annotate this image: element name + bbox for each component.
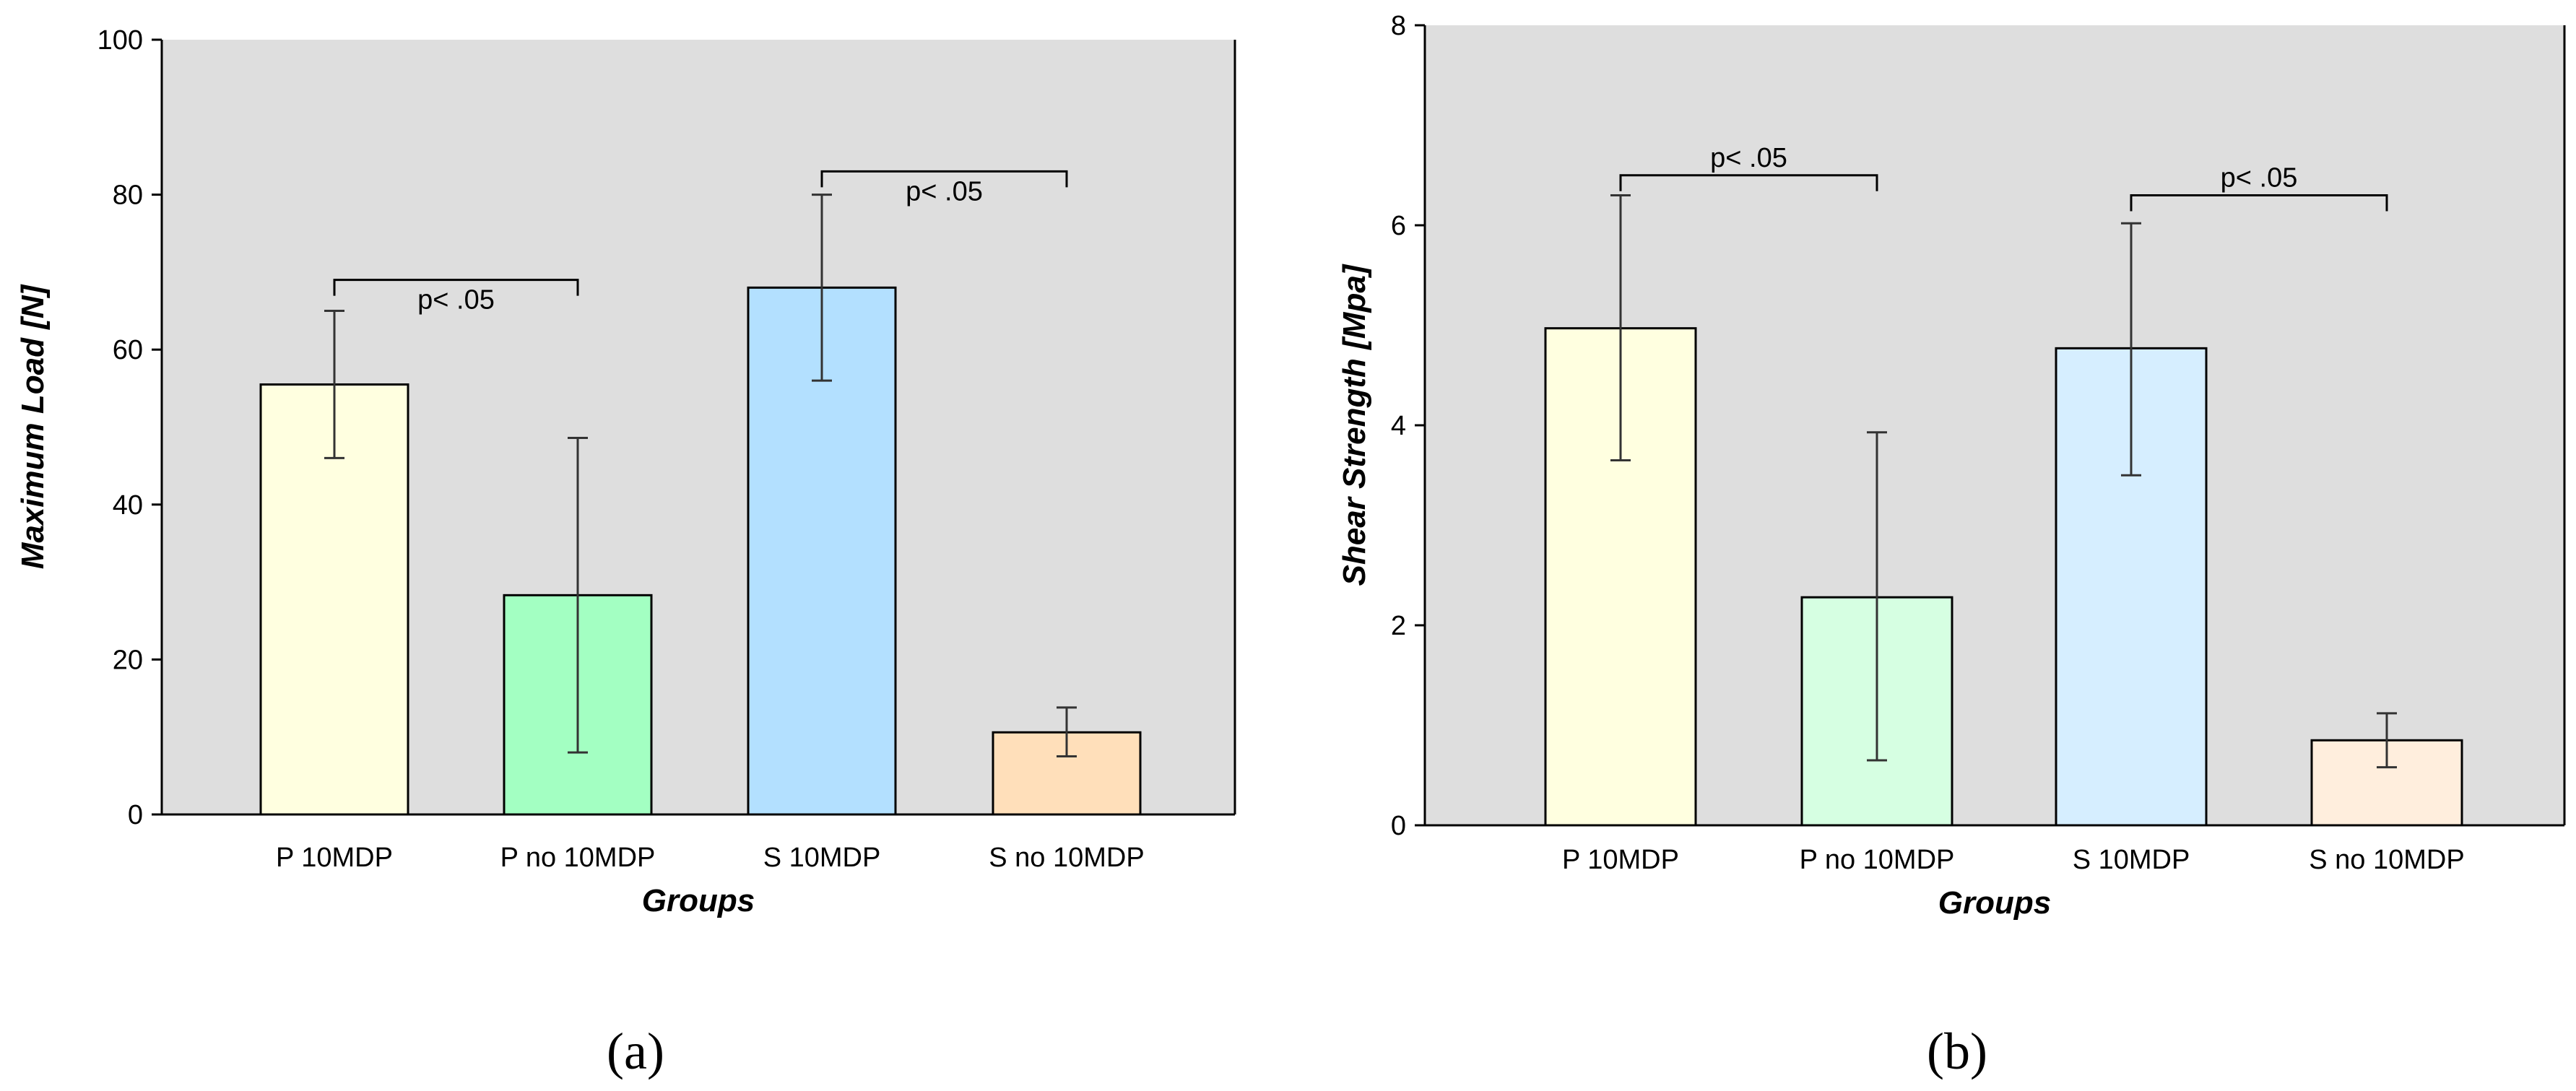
y-tick-label: 60: [113, 335, 143, 365]
x-tick-label: P no 10MDP: [500, 843, 656, 873]
panel-label: (a): [607, 1022, 664, 1080]
x-tick-label: S no 10MDP: [2309, 845, 2464, 875]
x-axis-title: Groups: [1938, 885, 2051, 921]
y-axis-title: Shear Strength [Mpa]: [1337, 264, 1372, 586]
significance-label: p< .05: [1710, 143, 1787, 173]
x-tick-label: P no 10MDP: [1800, 845, 1955, 875]
y-tick-label: 6: [1391, 211, 1406, 241]
y-tick-label: 80: [113, 181, 143, 211]
significance-bracket: [820, 170, 1068, 188]
y-tick-label: 8: [1391, 11, 1406, 41]
panel-label: (b): [1927, 1022, 1987, 1080]
chart-panel-a: 0 20 40 60 80 100 P 10MDP P no 10MDP S 10MDP S no…: [15, 25, 1236, 1080]
y-axis-title: Maximum Load [N]: [15, 284, 51, 569]
y-tick-label: 100: [97, 25, 143, 56]
x-tick-label: S 10MDP: [2073, 845, 2190, 875]
significance-bracket: [1619, 174, 1878, 191]
x-tick-label: P 10MDP: [276, 843, 393, 873]
y-tick-label: 4: [1391, 411, 1406, 441]
y-tick-label: 40: [113, 490, 143, 521]
chart-panel-b: 0 2 4 6 8 P 10MDP P no 10MDP S 10MDP S no 10MDP G…: [1337, 11, 2566, 1080]
significance-label: p< .05: [2221, 162, 2298, 193]
y-tick-label: 0: [1391, 811, 1406, 841]
y-tick-label: 2: [1391, 611, 1406, 641]
significance-bracket: [2130, 194, 2388, 212]
x-tick-label: S 10MDP: [763, 843, 881, 873]
y-tick-label: 20: [113, 645, 143, 675]
significance-bracket: [333, 279, 579, 296]
significance-label: p< .05: [417, 285, 495, 316]
x-tick-label: P 10MDP: [1562, 845, 1679, 875]
x-axis-title: Groups: [642, 883, 755, 918]
x-tick-label: S no 10MDP: [989, 843, 1144, 873]
significance-label: p< .05: [906, 176, 983, 207]
y-tick-label: 0: [128, 800, 143, 830]
